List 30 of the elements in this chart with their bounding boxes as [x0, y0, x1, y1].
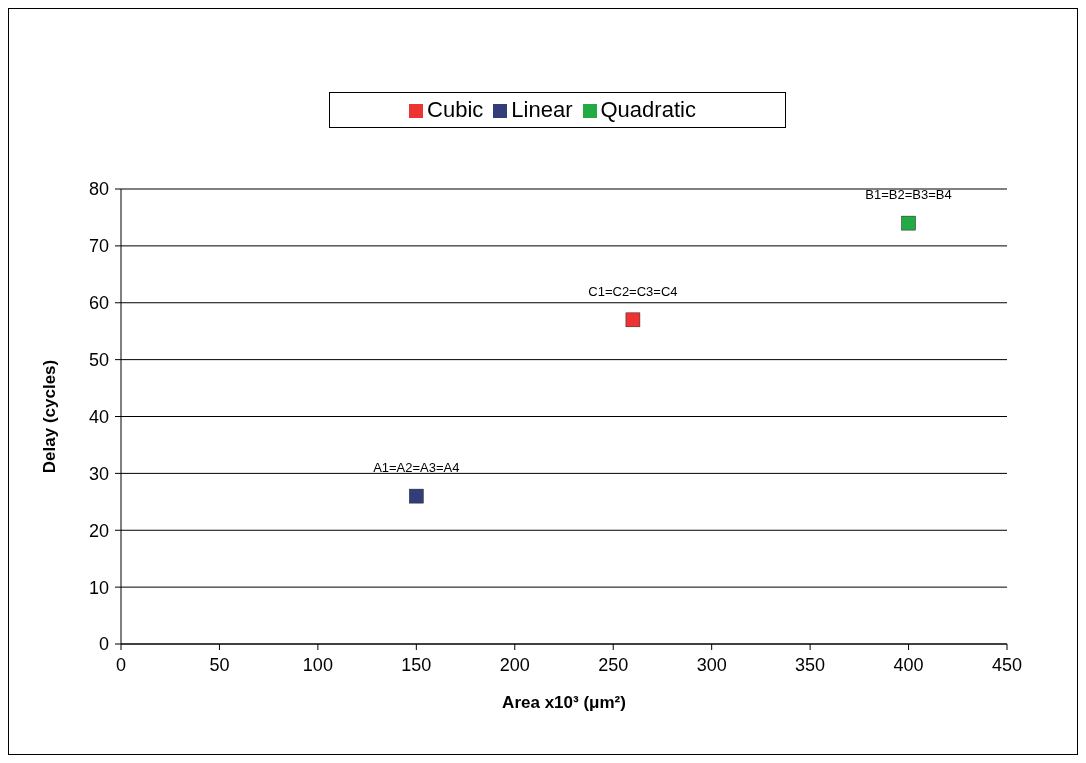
- legend-label: Cubic: [427, 97, 484, 122]
- annotation: C1=C2=C3=C4: [588, 283, 678, 299]
- point: [625, 312, 641, 328]
- x-tick-label: 450: [991, 654, 1023, 675]
- point: [901, 215, 916, 231]
- x-tick-label: 250: [598, 654, 629, 675]
- y-tick-label: 20: [88, 520, 109, 541]
- y-tick-label: 0: [98, 634, 109, 655]
- x-tick-label: 50: [209, 654, 230, 675]
- legend-label: Quadratic: [600, 97, 696, 122]
- point: [409, 488, 424, 504]
- y-tick-label: 80: [88, 179, 109, 200]
- y-tick-label: 10: [88, 577, 109, 598]
- y-tick-label: 50: [88, 350, 109, 371]
- y-tick-label: 40: [88, 406, 109, 427]
- y-tick-label: 30: [88, 463, 109, 484]
- x-axis-title: Area x10³ (μm²): [502, 693, 626, 713]
- y-tick-label: 70: [88, 236, 109, 257]
- x-tick-label: 300: [696, 654, 727, 675]
- x-tick-label: 350: [795, 654, 826, 675]
- x-tick-label: 0: [115, 654, 127, 675]
- x-tick-label: 400: [893, 654, 924, 675]
- y-axis-title: Delay (cycles): [40, 359, 60, 474]
- legend-label: Linear: [511, 97, 573, 122]
- x-tick-label: 200: [499, 654, 530, 675]
- annotation: A1=A2=A3=A4: [373, 460, 460, 476]
- x-tick-label: 100: [302, 654, 333, 675]
- x-tick-label: 150: [401, 654, 432, 675]
- y-tick-label: 60: [88, 293, 109, 314]
- annotation: B1=B2=B3=B4: [865, 187, 952, 203]
